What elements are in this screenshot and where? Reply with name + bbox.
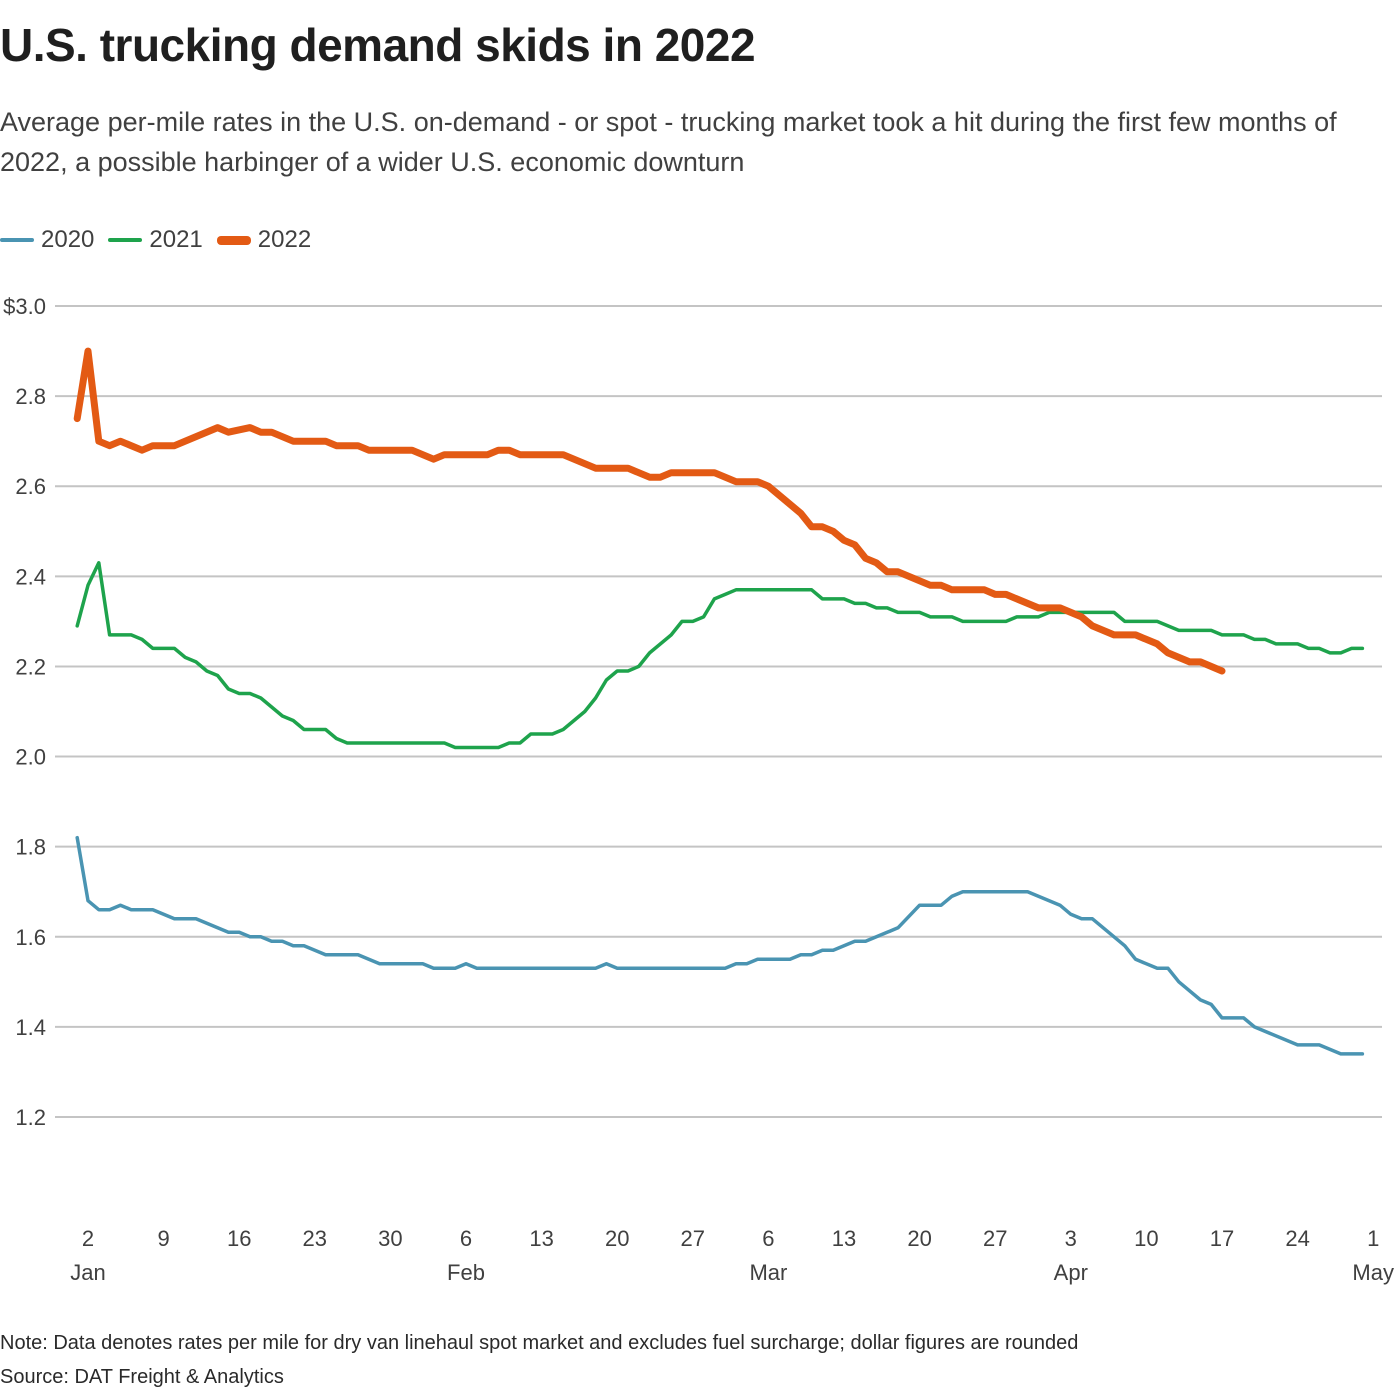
x-tick-label: 27 [681, 1226, 705, 1251]
series-line-2020 [75, 835, 1365, 1056]
x-tick-label: 9 [157, 1226, 169, 1251]
legend: 2020 2021 2022 [0, 226, 325, 254]
x-tick-label: 20 [605, 1226, 629, 1251]
y-tick-label: 1.4 [15, 1015, 46, 1040]
x-tick-label: 30 [378, 1226, 402, 1251]
x-tick-label: 23 [303, 1226, 327, 1251]
x-tick-label: 24 [1285, 1226, 1309, 1251]
y-tick-label: 1.6 [15, 925, 46, 950]
x-tick-label: 10 [1134, 1226, 1158, 1251]
y-tick-label: 2.4 [15, 564, 46, 589]
x-tick-label: 13 [832, 1226, 856, 1251]
legend-item-2022: 2022 [216, 226, 312, 254]
legend-swatch-2022 [216, 235, 251, 245]
footnote-source: Source: DAT Freight & Analytics [0, 1366, 284, 1388]
x-month-label: May [1352, 1260, 1394, 1285]
legend-label-2021: 2021 [149, 226, 203, 253]
legend-label-2022: 2022 [257, 226, 312, 253]
y-axis: $3.0 2.8 2.6 2.4 2.2 2.0 1.8 1.6 1.4 1.2 [3, 294, 46, 1130]
x-axis: 2 Jan 9 16 23 30 6 Feb 13 20 27 6 Mar 13 20 27 3 Apr 10 17 2… [70, 1226, 1394, 1285]
chart-subtitle: Average per-mile rates in the U.S. on-de… [0, 107, 1337, 177]
series-line-2021 [75, 561, 1365, 750]
x-month-label: Jan [70, 1260, 105, 1285]
x-month-label: Feb [447, 1260, 485, 1285]
y-tick-label: 2.8 [15, 384, 46, 409]
x-tick-label: 6 [762, 1226, 774, 1251]
footnote-note: Note: Data denotes rates per mile for dr… [0, 1332, 1079, 1354]
x-tick-label: 2 [82, 1226, 94, 1251]
y-tick-label: 2.0 [15, 745, 46, 770]
gridlines [55, 305, 1382, 1118]
x-tick-label: 3 [1065, 1226, 1077, 1251]
series-line-2022 [73, 347, 1226, 675]
y-tick-label: $3.0 [3, 294, 46, 319]
y-tick-label: 2.2 [15, 654, 46, 679]
x-tick-label: 6 [460, 1226, 472, 1251]
x-tick-label: 27 [983, 1226, 1007, 1251]
x-month-label: Apr [1054, 1260, 1088, 1285]
legend-swatch-2021 [108, 238, 143, 242]
x-tick-label: 17 [1210, 1226, 1234, 1251]
y-tick-label: 1.8 [15, 835, 46, 860]
y-tick-label: 1.2 [15, 1105, 46, 1130]
legend-item-2020: 2020 [0, 226, 94, 254]
legend-swatch-2020 [0, 238, 34, 242]
chart-title: U.S. trucking demand skids in 2022 [0, 19, 756, 71]
y-tick-label: 2.6 [15, 474, 46, 499]
x-tick-label: 20 [907, 1226, 931, 1251]
x-tick-label: 16 [227, 1226, 251, 1251]
legend-item-2021: 2021 [108, 226, 203, 254]
x-month-label: Mar [749, 1260, 787, 1285]
series-lines [73, 347, 1365, 1056]
x-tick-label: 13 [529, 1226, 553, 1251]
legend-label-2020: 2020 [41, 226, 95, 253]
x-tick-label: 1 [1367, 1226, 1379, 1251]
